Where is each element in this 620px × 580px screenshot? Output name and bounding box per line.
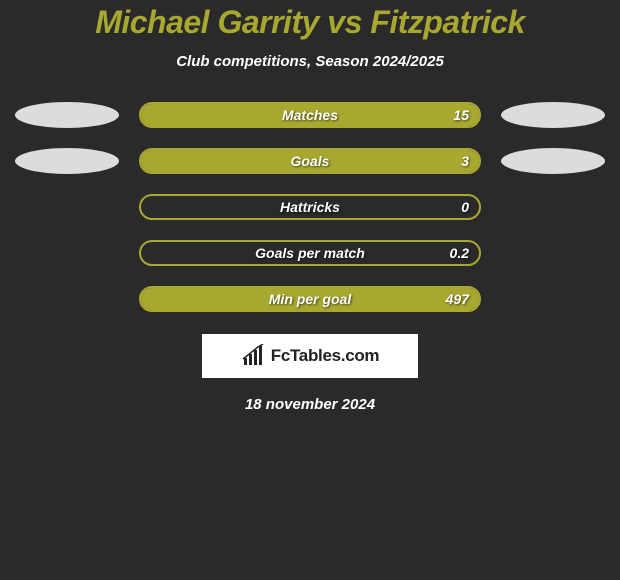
stat-row: Goals per match 0.2 <box>0 240 620 266</box>
stat-row: Goals 3 <box>0 148 620 174</box>
stat-label: Goals per match <box>255 245 365 261</box>
stat-row: Hattricks 0 <box>0 194 620 220</box>
stat-value: 0.2 <box>450 245 469 261</box>
stat-bar: Min per goal 497 <box>139 286 481 312</box>
spacer <box>501 286 605 312</box>
stat-bar: Matches 15 <box>139 102 481 128</box>
spacer <box>15 194 119 220</box>
stat-value: 497 <box>446 291 469 307</box>
stat-value: 0 <box>461 199 469 215</box>
stat-label: Goals <box>291 153 330 169</box>
stat-label: Matches <box>282 107 338 123</box>
stat-label: Min per goal <box>269 291 351 307</box>
page-title: Michael Garrity vs Fitzpatrick <box>0 4 620 41</box>
stat-value: 3 <box>461 153 469 169</box>
player-right-marker <box>501 102 605 128</box>
footer-date: 18 november 2024 <box>0 396 620 413</box>
stats-list: Matches 15 Goals 3 Hattricks 0 Goals per match… <box>0 102 620 312</box>
spacer <box>15 286 119 312</box>
player-left-marker <box>15 148 119 174</box>
stat-bar: Goals per match 0.2 <box>139 240 481 266</box>
subtitle: Club competitions, Season 2024/2025 <box>0 53 620 70</box>
player-left-marker <box>15 102 119 128</box>
player-right-marker <box>501 148 605 174</box>
stat-value: 15 <box>453 107 469 123</box>
stat-row: Min per goal 497 <box>0 286 620 312</box>
stat-row: Matches 15 <box>0 102 620 128</box>
spacer <box>501 240 605 266</box>
stat-bar: Hattricks 0 <box>139 194 481 220</box>
spacer <box>15 240 119 266</box>
spacer <box>501 194 605 220</box>
chart-icon <box>241 344 265 368</box>
comparison-card: Michael Garrity vs Fitzpatrick Club comp… <box>0 0 620 413</box>
footer-logo-text: FcTables.com <box>271 346 380 366</box>
stat-bar: Goals 3 <box>139 148 481 174</box>
stat-label: Hattricks <box>280 199 340 215</box>
footer-logo: FcTables.com <box>202 334 418 378</box>
